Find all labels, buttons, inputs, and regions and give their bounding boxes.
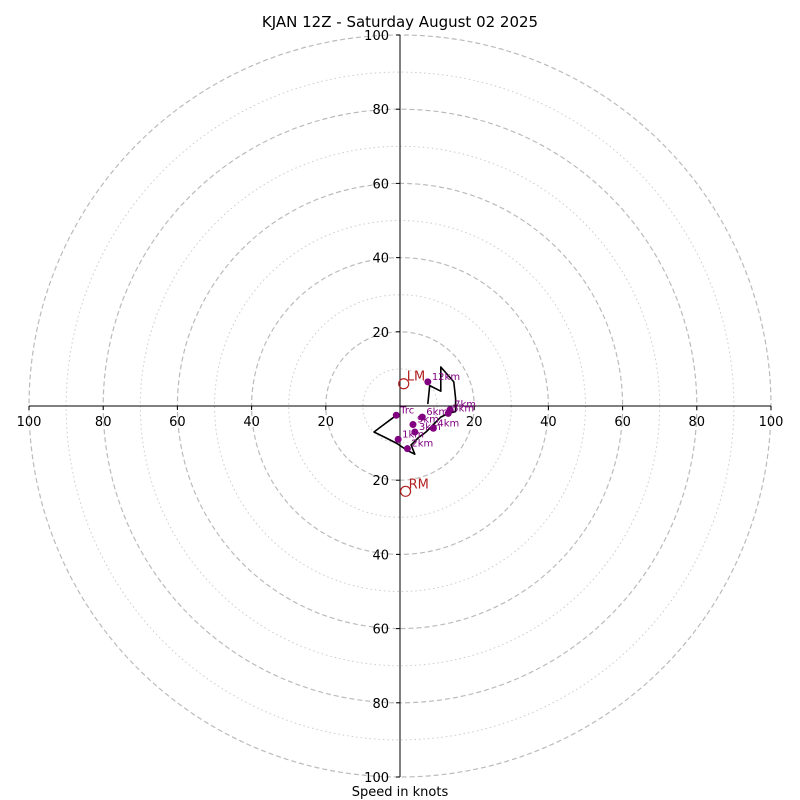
x-tick-label: 40 [540, 415, 557, 430]
x-tick-label: 60 [614, 415, 631, 430]
y-tick-label: 80 [372, 697, 389, 712]
x-axis-label: Speed in knots [352, 785, 449, 800]
x-tick-label: 20 [318, 415, 335, 430]
storm-motion-point [398, 378, 410, 390]
y-tick-label: 20 [372, 474, 389, 489]
height-marker-point [424, 378, 432, 386]
y-tick-label: 40 [372, 252, 389, 267]
x-tick-label: 80 [95, 415, 112, 430]
height-marker-point [418, 413, 426, 421]
storm-motion-point [399, 485, 412, 497]
x-tick-label: 20 [466, 415, 483, 430]
height-marker-point [429, 424, 437, 432]
height-marker-label: 4km [437, 418, 459, 429]
height-marker-label: 6km [426, 407, 448, 418]
axes [28, 34, 772, 778]
axis-tick-labels: 100 80 60 40 20 20 40 60 80 100 100 80 60 40 20 20 40 60 8… [17, 29, 784, 786]
height-marker-point [394, 435, 402, 443]
y-tick-label: 20 [372, 326, 389, 341]
height-marker-label: Trc [399, 405, 414, 416]
y-tick-label: 100 [364, 29, 389, 44]
height-marker-point [403, 445, 411, 453]
y-tick-label: 60 [372, 177, 389, 192]
height-marker-point [411, 428, 419, 436]
storm-motion-markers: LM RM [398, 370, 429, 497]
storm-motion-label: LM [407, 370, 425, 385]
y-tick-label: 100 [364, 771, 389, 786]
x-tick-label: 80 [689, 415, 706, 430]
height-marker-point [392, 411, 400, 419]
height-marker-point [409, 421, 417, 429]
storm-motion-label: RM [409, 477, 429, 492]
x-tick-label: 100 [17, 415, 42, 430]
height-marker-label: 5km [452, 403, 474, 414]
x-tick-label: 40 [243, 415, 260, 430]
trace-line [373, 366, 457, 456]
y-tick-label: 80 [372, 103, 389, 118]
height-marker-label: 3km [419, 422, 441, 433]
x-tick-label: 100 [759, 415, 784, 430]
chart-title: KJAN 12Z - Saturday August 02 2025 [262, 13, 538, 31]
y-tick-label: 40 [372, 548, 389, 563]
x-tick-label: 60 [169, 415, 186, 430]
height-markers: Trc1km2km3km4km5km6km7km9km12km [392, 372, 476, 453]
height-marker-label: 7km [454, 400, 476, 411]
height-marker-label: 12km [432, 372, 460, 383]
height-marker-label: 2km [411, 439, 433, 450]
y-tick-label: 60 [372, 623, 389, 638]
height-marker-point [446, 406, 454, 414]
height-marker-label: 9km [417, 415, 439, 426]
hodograph-trace [373, 366, 457, 456]
